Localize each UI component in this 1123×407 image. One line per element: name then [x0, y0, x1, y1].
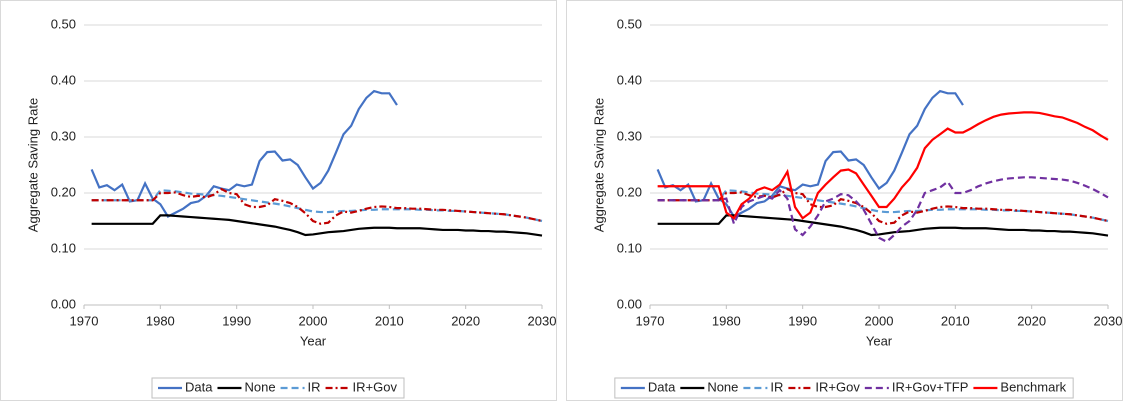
legend-label: None: [244, 379, 275, 394]
x-tick-label: 2020: [451, 313, 480, 328]
y-tick-label: 0.00: [51, 296, 76, 311]
series-line: [90, 89, 398, 218]
x-tick-label: 1980: [712, 313, 741, 328]
legend-label: IR: [308, 379, 321, 394]
x-tick-label: 2020: [1017, 313, 1046, 328]
y-tick-label: 0.40: [51, 72, 76, 87]
x-tick-label: 1990: [222, 313, 251, 328]
series-line: [656, 89, 964, 218]
y-axis-title: Aggregate Saving Rate: [591, 98, 606, 232]
x-tick-label: 2010: [375, 313, 404, 328]
y-tick-label: 0.40: [617, 72, 642, 87]
legend-label: Data: [648, 379, 676, 394]
y-tick-label: 0.30: [51, 128, 76, 143]
series-line: [91, 214, 543, 237]
x-tick-label: 1970: [70, 313, 99, 328]
x-tick-label: 1980: [146, 313, 175, 328]
y-tick-label: 0.10: [51, 240, 76, 255]
x-tick-label: 2000: [865, 313, 894, 328]
panel-border: [0, 0, 557, 401]
y-tick-label: 0.30: [617, 128, 642, 143]
series-line: [91, 187, 543, 225]
legend-box: [614, 377, 1074, 399]
legend-box: [151, 377, 405, 399]
legend-label: IR+Gov: [353, 379, 398, 394]
x-tick-label: 2030: [528, 313, 557, 328]
panel-border: [566, 0, 1123, 401]
x-tick-label: 2030: [1094, 313, 1123, 328]
x-axis-title: Year: [866, 333, 893, 348]
series-line: [91, 189, 543, 223]
legend-label: IR: [770, 379, 783, 394]
y-tick-label: 0.00: [617, 296, 642, 311]
x-tick-label: 2000: [299, 313, 328, 328]
legend-label: Data: [185, 379, 213, 394]
x-tick-label: 1990: [788, 313, 817, 328]
legend: Data None IR IR+Gov: [151, 377, 405, 399]
x-axis-title: Year: [300, 333, 327, 348]
series-line: [657, 176, 1109, 244]
x-tick-label: 2010: [941, 313, 970, 328]
y-tick-label: 0.20: [51, 184, 76, 199]
series-line: [657, 189, 1109, 223]
y-tick-label: 0.10: [617, 240, 642, 255]
legend-label: None: [707, 379, 738, 394]
legend-label: IR+Gov+TFP: [892, 379, 969, 394]
series-line: [657, 187, 1109, 225]
series-line: [657, 214, 1109, 237]
series-line: [657, 111, 1109, 220]
y-tick-label: 0.50: [51, 16, 76, 31]
x-tick-label: 1970: [636, 313, 665, 328]
legend-label: IR+Gov: [815, 379, 860, 394]
y-axis-title: Aggregate Saving Rate: [25, 98, 40, 232]
legend-label: Benchmark: [1000, 379, 1066, 394]
y-tick-label: 0.50: [617, 16, 642, 31]
legend: Data None IR IR+Gov IR+Gov+TFP Benchmark: [614, 377, 1074, 399]
y-tick-label: 0.20: [617, 184, 642, 199]
